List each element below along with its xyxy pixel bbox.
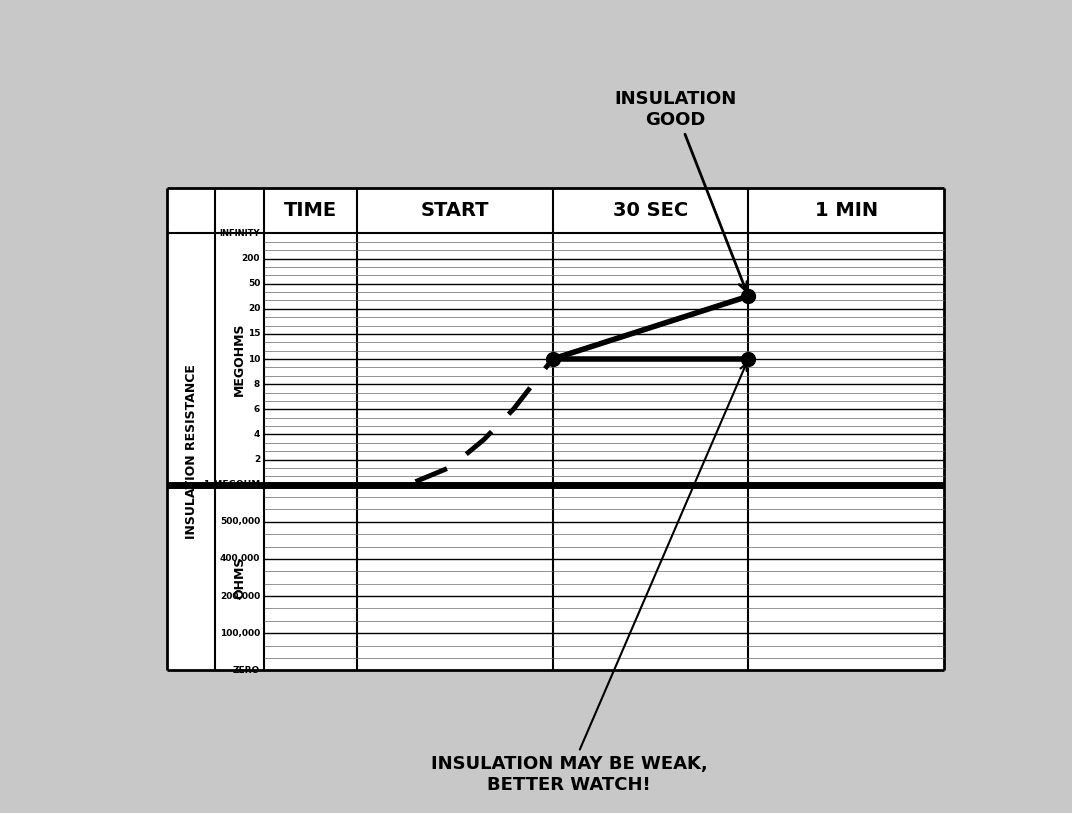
Text: 200: 200	[241, 254, 260, 263]
Text: 15: 15	[248, 329, 260, 338]
Text: 200,000: 200,000	[220, 592, 260, 601]
Text: TIME: TIME	[284, 202, 337, 220]
Text: 10: 10	[248, 354, 260, 363]
Text: INSULATION RESISTANCE: INSULATION RESISTANCE	[184, 364, 198, 539]
Text: MEGOHMS: MEGOHMS	[233, 322, 245, 396]
Text: 20: 20	[248, 304, 260, 313]
Text: 30 SEC: 30 SEC	[613, 202, 688, 220]
Text: 6: 6	[254, 405, 260, 414]
Text: 4: 4	[254, 430, 260, 439]
Text: 100,000: 100,000	[220, 628, 260, 637]
Bar	[167, 189, 944, 671]
Text: INFINITY: INFINITY	[220, 229, 260, 238]
Text: 500,000: 500,000	[220, 517, 260, 526]
Text: START: START	[420, 202, 489, 220]
Text: OHMS: OHMS	[233, 556, 245, 598]
Text: 2: 2	[254, 455, 260, 464]
Text: 8: 8	[254, 380, 260, 389]
Text: 400,000: 400,000	[220, 554, 260, 563]
Text: INSULATION MAY BE WEAK,
BETTER WATCH!: INSULATION MAY BE WEAK, BETTER WATCH!	[431, 363, 747, 793]
Text: 50: 50	[248, 279, 260, 288]
Text: INSULATION
GOOD: INSULATION GOOD	[614, 90, 747, 291]
Text: ZERO: ZERO	[233, 666, 260, 675]
Text: 1 MIN: 1 MIN	[815, 202, 878, 220]
Text: 1 MEGOHM: 1 MEGOHM	[204, 480, 260, 489]
